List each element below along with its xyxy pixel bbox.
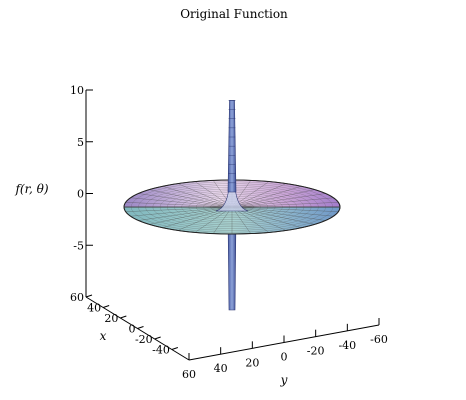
y-tick-label: 60 [182, 368, 196, 381]
x-tick-mark [103, 305, 110, 308]
y-axis-label: y [280, 373, 288, 387]
grid-radial [231, 193, 326, 208]
y-tick-label: -40 [338, 339, 356, 352]
grid-radial [125, 206, 233, 212]
grid-radial [138, 206, 233, 221]
grid-radial [231, 197, 334, 208]
z-tick-label: 10 [70, 84, 84, 97]
grid-radial [231, 189, 315, 208]
z-tick-label: 0 [77, 188, 84, 201]
x-axis-line [85, 296, 190, 361]
surface-plot [123, 100, 341, 311]
grid-radial [231, 206, 326, 221]
x-tick-label: 20 [104, 312, 118, 325]
z-ticks: 10 5 0 -5 [70, 84, 93, 252]
x-tick-label: 60 [70, 291, 84, 304]
grid-radial [162, 186, 233, 208]
y-ticks: 60 40 20 0 -20 -40 -60 [182, 318, 388, 381]
x-axis-label: x [100, 329, 107, 343]
z-tick-label: 5 [77, 136, 84, 149]
x-tick-label: -20 [135, 333, 153, 346]
grid-radial [231, 206, 251, 234]
y-tick-label: 40 [214, 362, 228, 375]
x-tick-mark [171, 347, 178, 350]
x-tick-label: -40 [152, 344, 170, 357]
grid-radial [130, 197, 233, 208]
chart-title: Original Function [180, 7, 288, 21]
grid-radial [177, 183, 233, 208]
x-tick-mark [154, 336, 161, 340]
z-tick-label: -5 [73, 239, 84, 252]
grid-radial [130, 206, 233, 217]
y-tick-label: 20 [245, 356, 259, 369]
x-tick-mark [137, 326, 144, 329]
grid-radial [231, 206, 339, 212]
x-tick-mark [120, 315, 127, 319]
grid-radial [231, 186, 302, 208]
grid-radial [138, 193, 233, 208]
grid-radial [231, 206, 334, 217]
x-tick-label: 0 [129, 323, 136, 336]
z-axis-label: f(r, θ) [14, 182, 48, 196]
x-tick-label: 40 [87, 302, 101, 315]
y-tick-label: 0 [281, 351, 288, 364]
y-tick-label: -60 [370, 333, 388, 346]
grid-radial [149, 189, 233, 208]
x-tick-mark [85, 294, 93, 298]
grid-radial [125, 202, 233, 208]
grid-radial [231, 202, 339, 208]
y-axis-line [188, 324, 380, 361]
y-tick-label: -20 [307, 345, 325, 358]
grid-radial [213, 206, 233, 234]
grid-radial [231, 183, 287, 208]
